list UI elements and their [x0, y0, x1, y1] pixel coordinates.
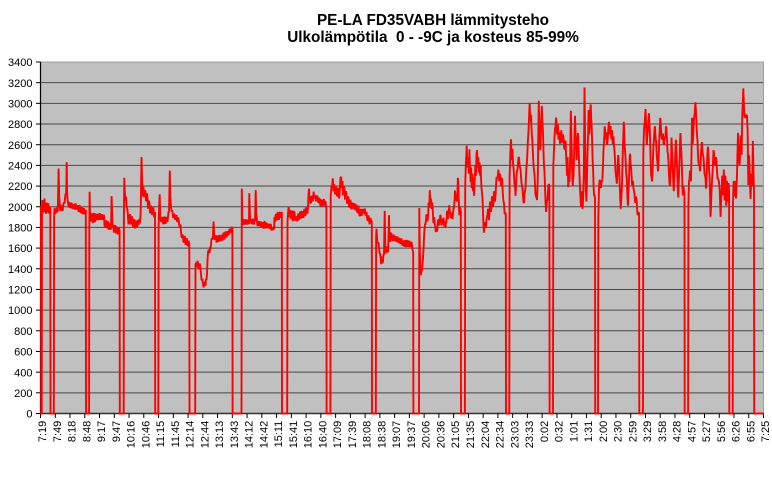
svg-text:3:58: 3:58 — [657, 421, 669, 442]
svg-text:400: 400 — [14, 367, 32, 379]
svg-text:3:29: 3:29 — [642, 421, 654, 442]
svg-text:16:10: 16:10 — [303, 421, 315, 449]
svg-text:3000: 3000 — [8, 98, 32, 110]
svg-text:13:13: 13:13 — [214, 421, 226, 449]
svg-text:1:01: 1:01 — [568, 421, 580, 442]
svg-text:0: 0 — [26, 409, 32, 421]
svg-text:19:07: 19:07 — [391, 421, 403, 449]
svg-text:20:36: 20:36 — [435, 421, 447, 449]
svg-text:7:19: 7:19 — [37, 421, 49, 442]
svg-text:1400: 1400 — [8, 264, 32, 276]
svg-text:17:09: 17:09 — [332, 421, 344, 449]
svg-text:13:43: 13:43 — [229, 421, 241, 449]
svg-text:5:56: 5:56 — [716, 421, 728, 442]
svg-text:2200: 2200 — [8, 181, 32, 193]
svg-text:18:08: 18:08 — [362, 421, 374, 449]
svg-text:2400: 2400 — [8, 160, 32, 172]
svg-text:17:39: 17:39 — [347, 421, 359, 449]
svg-text:6:26: 6:26 — [731, 421, 743, 442]
svg-text:15:41: 15:41 — [288, 421, 300, 449]
svg-text:2600: 2600 — [8, 140, 32, 152]
svg-text:200: 200 — [14, 388, 32, 400]
svg-text:11:45: 11:45 — [170, 421, 182, 448]
svg-text:20:06: 20:06 — [421, 421, 433, 449]
svg-text:22:04: 22:04 — [480, 421, 492, 449]
svg-text:8:18: 8:18 — [67, 421, 79, 442]
svg-text:21:05: 21:05 — [450, 421, 462, 449]
svg-text:9:17: 9:17 — [96, 421, 108, 442]
svg-text:11:15: 11:15 — [155, 421, 167, 448]
svg-text:12:44: 12:44 — [199, 421, 211, 449]
svg-text:1200: 1200 — [8, 285, 32, 297]
svg-text:10:16: 10:16 — [126, 421, 138, 449]
svg-text:2:59: 2:59 — [627, 421, 639, 442]
svg-text:5:27: 5:27 — [701, 421, 713, 442]
svg-text:1:31: 1:31 — [583, 421, 595, 442]
svg-text:14:12: 14:12 — [244, 421, 256, 449]
svg-text:7:25: 7:25 — [760, 421, 772, 442]
svg-text:4:57: 4:57 — [686, 421, 698, 442]
svg-text:16:40: 16:40 — [317, 421, 329, 449]
svg-text:3400: 3400 — [8, 57, 32, 69]
svg-text:7:49: 7:49 — [52, 421, 64, 442]
svg-text:23:33: 23:33 — [524, 421, 536, 449]
svg-text:8:48: 8:48 — [81, 421, 93, 442]
svg-text:800: 800 — [14, 326, 32, 338]
svg-text:14:42: 14:42 — [258, 421, 270, 449]
svg-text:10:46: 10:46 — [140, 421, 152, 449]
svg-text:18:38: 18:38 — [376, 421, 388, 449]
svg-text:23:03: 23:03 — [509, 421, 521, 449]
svg-text:0:32: 0:32 — [554, 421, 566, 442]
svg-text:9:47: 9:47 — [111, 421, 123, 442]
svg-text:2:00: 2:00 — [598, 421, 610, 442]
svg-text:15:11: 15:11 — [273, 421, 285, 448]
svg-text:2:30: 2:30 — [613, 421, 625, 442]
svg-text:4:28: 4:28 — [672, 421, 684, 442]
svg-text:0:02: 0:02 — [539, 421, 551, 442]
svg-text:3200: 3200 — [8, 78, 32, 90]
svg-text:2800: 2800 — [8, 119, 32, 131]
svg-text:12:14: 12:14 — [185, 421, 197, 449]
svg-text:19:37: 19:37 — [406, 421, 418, 449]
svg-text:6:55: 6:55 — [745, 421, 757, 442]
svg-text:1000: 1000 — [8, 305, 32, 317]
svg-text:1800: 1800 — [8, 223, 32, 235]
svg-text:600: 600 — [14, 347, 32, 359]
svg-text:22:34: 22:34 — [495, 421, 507, 449]
svg-text:21:35: 21:35 — [465, 421, 477, 449]
svg-text:1600: 1600 — [8, 243, 32, 255]
svg-text:2000: 2000 — [8, 202, 32, 214]
